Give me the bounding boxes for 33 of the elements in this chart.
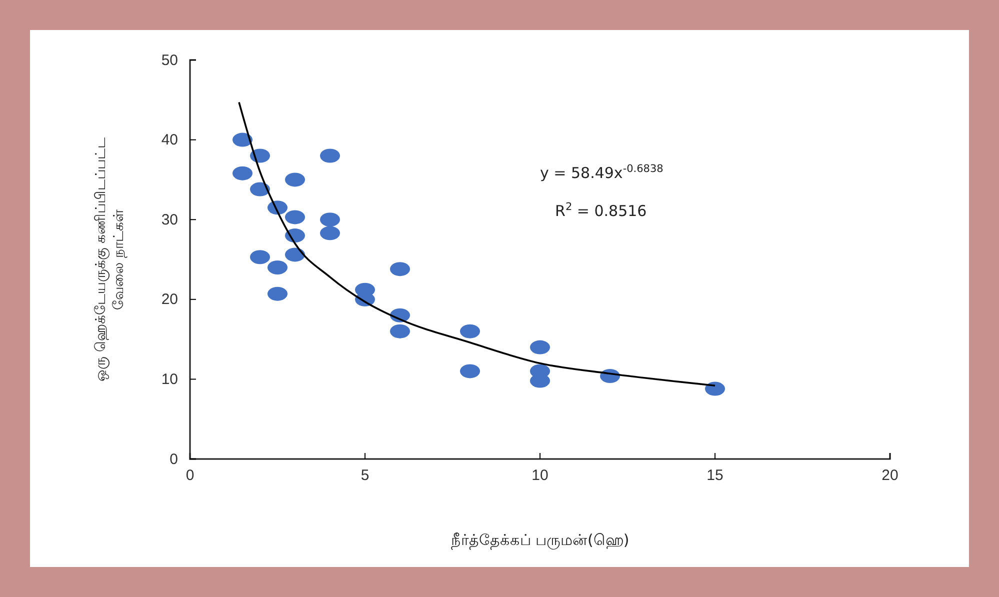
y-tick-label: 50 (161, 52, 178, 69)
point (390, 262, 410, 276)
point (390, 324, 410, 338)
x-tick-label: 10 (532, 467, 548, 484)
point (268, 286, 288, 301)
point (268, 260, 288, 274)
y-tick-label: 0 (170, 450, 178, 468)
point (460, 324, 480, 338)
x-tick-label: 0 (186, 467, 194, 484)
annotation: R$^{2}$ = 0.8516 (555, 201, 647, 220)
point (232, 166, 252, 180)
point (250, 250, 270, 264)
point (285, 210, 305, 224)
y-tick-label: 30 (161, 211, 178, 228)
x-tick-label: 20 (882, 467, 898, 484)
y-tick-label: 20 (161, 291, 178, 308)
point (320, 148, 340, 163)
x-tick-label: 5 (360, 467, 370, 484)
point (530, 340, 550, 354)
point (250, 182, 270, 196)
point (705, 382, 725, 396)
x-axis-title: நீர்த்தேக்கப் பருமன்(ஹெ) (450, 531, 630, 549)
point (320, 212, 340, 227)
point (285, 172, 305, 187)
x-tick-label: 15 (706, 467, 724, 484)
point (285, 248, 305, 262)
y-tick-label: 10 (161, 371, 178, 388)
y-axis-title: ஒரு ஹெக்டேயருக்கு கணிப்பிடப்பட்ட வேலை நாட்கள் (93, 138, 128, 382)
point (460, 364, 480, 378)
point (232, 132, 252, 147)
y-tick-label: 40 (161, 132, 178, 149)
point (320, 226, 340, 240)
annotation: y = 58.49x$^{-0.6838}$ (540, 163, 664, 182)
